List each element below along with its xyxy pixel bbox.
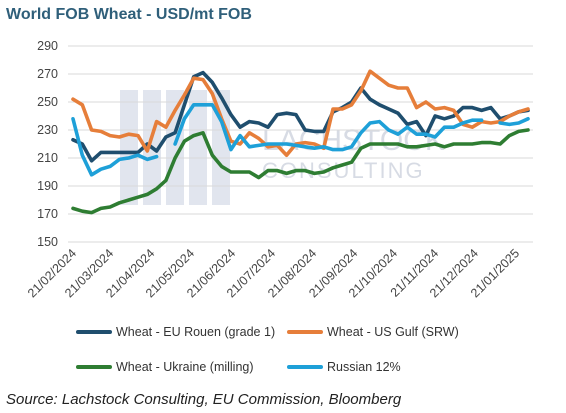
chart-title: World FOB Wheat - USD/mt FOB (6, 6, 252, 23)
legend: Wheat - EU Rouen (grade 1) Wheat - US Gul… (76, 325, 459, 374)
series-line-3 (498, 117, 530, 127)
legend-label: Russian 12% (327, 360, 401, 374)
series-line-2 (71, 128, 530, 215)
y-tick-label: 190 (37, 179, 58, 193)
y-tick-label: 250 (37, 95, 58, 109)
series-lines (71, 69, 530, 215)
y-tick-label: 230 (37, 123, 58, 137)
source-note: Source: Lachstock Consulting, EU Commiss… (6, 391, 402, 408)
watermark-bar (120, 90, 138, 205)
legend-label: Wheat - Ukraine (milling) (116, 360, 254, 374)
y-tick-label: 210 (37, 151, 58, 165)
y-axis: 150 170 190 210 230 250 270 290 (37, 39, 58, 249)
watermark-bar (189, 90, 207, 205)
series-line-3 (173, 103, 484, 152)
watermark-line2: CONSULTING (262, 158, 425, 183)
legend-label: Wheat - US Gulf (SRW) (327, 325, 459, 339)
series-line-1 (71, 69, 530, 157)
y-tick-label: 170 (37, 207, 58, 221)
legend-label: Wheat - EU Rouen (grade 1) (116, 325, 275, 339)
series-line-3 (71, 117, 159, 177)
watermark-bar (212, 90, 230, 205)
y-tick-label: 150 (37, 235, 58, 249)
y-tick-label: 290 (37, 39, 58, 53)
y-tick-label: 270 (37, 67, 58, 81)
grid-lines (68, 45, 533, 243)
x-axis: 21/02/202421/03/202421/04/202421/05/2024… (25, 246, 522, 300)
